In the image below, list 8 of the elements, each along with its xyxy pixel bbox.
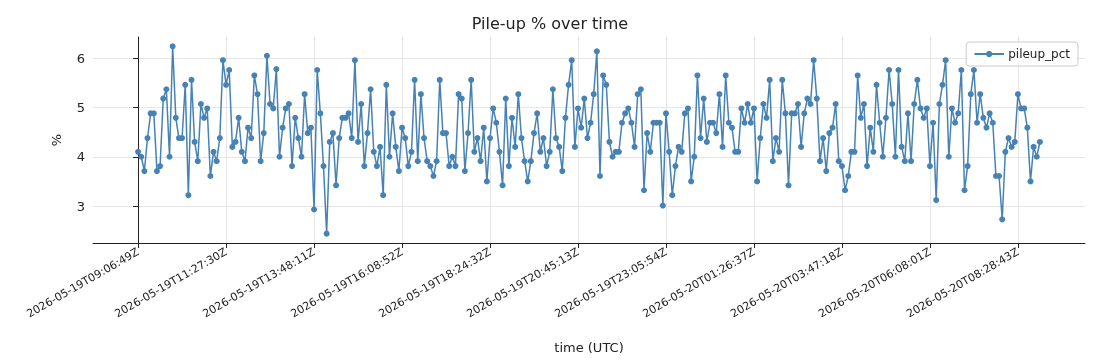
y-tick-label: 3 (76, 198, 85, 214)
y-axis-title: % (49, 133, 64, 147)
x-axis-title: time (UTC) (554, 340, 624, 355)
y-tick-label: 6 (76, 50, 85, 66)
y-tick-label: 4 (76, 149, 85, 165)
chart-title: Pile-up % over time (471, 13, 629, 33)
y-tick-label: 5 (76, 99, 85, 115)
legend-label: pileup_pct (1008, 47, 1071, 61)
